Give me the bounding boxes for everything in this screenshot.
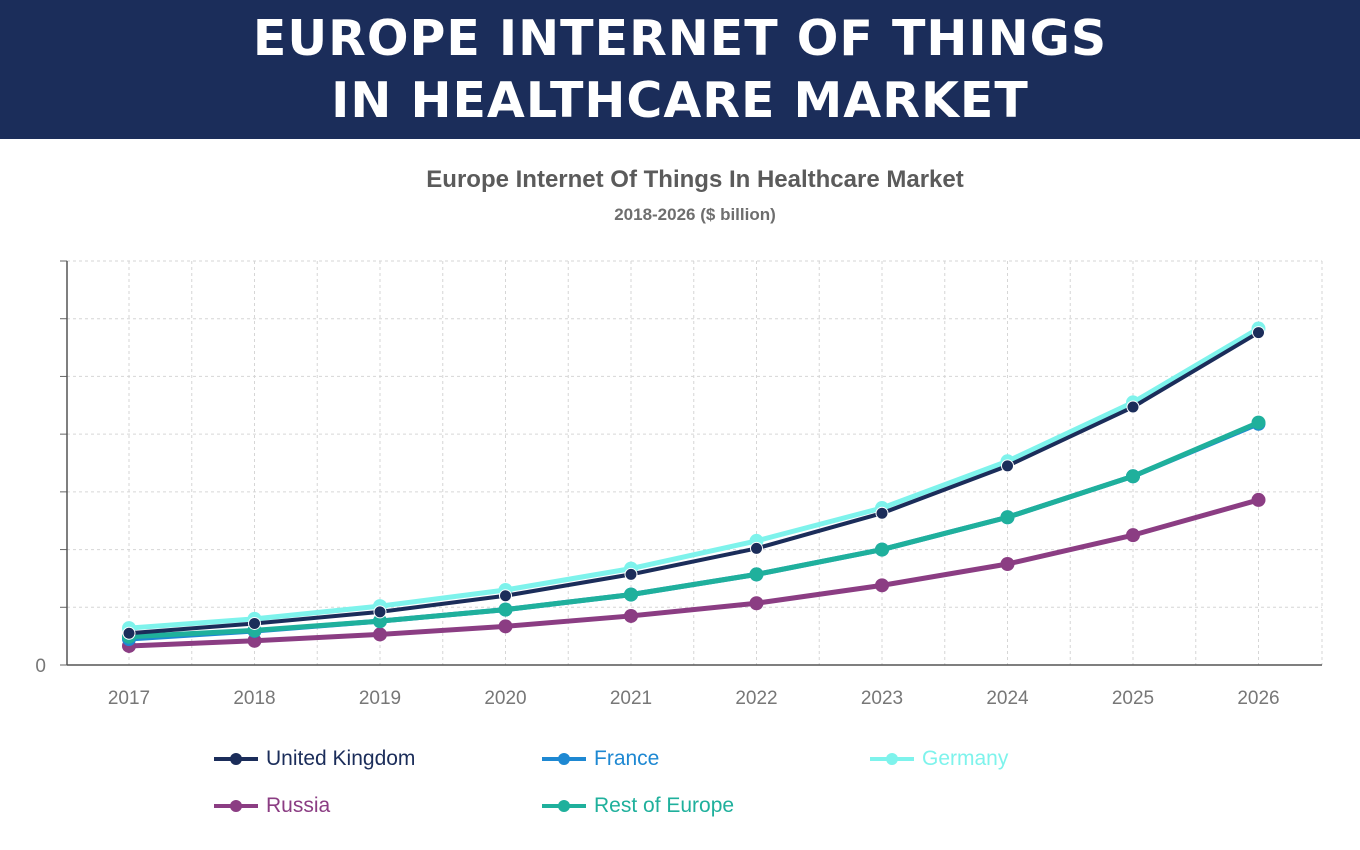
series-line-russia [126,497,1261,649]
data-point [1126,400,1140,414]
legend-label: Rest of Europe [594,794,735,817]
legend-swatch [542,749,586,769]
x-tick-label: 2017 [108,688,150,709]
legend-item[interactable]: Russia [214,794,330,818]
series-line-rest-of-europe [126,420,1261,640]
page-banner: EUROPE INTERNET OF THINGS IN HEALTHCARE … [0,0,1360,139]
x-tick-label: 2021 [610,688,652,709]
data-point [1001,459,1014,473]
data-point [122,626,136,640]
x-tick-label: 2022 [735,688,777,709]
x-tick-label: 2019 [359,688,401,709]
data-point [248,616,261,630]
x-tick-label: 2018 [233,688,275,709]
data-point [373,614,387,629]
series-line-united-kingdom [127,330,1261,636]
legend-swatch [214,749,258,769]
data-point [1251,415,1266,430]
x-tick-label: 2026 [1237,688,1279,709]
legend-item[interactable]: Germany [870,747,1008,771]
data-point [373,627,387,642]
y-tick-label: 0 [35,656,46,677]
data-point [498,619,513,634]
data-point [875,506,889,520]
x-tick-label: 2025 [1112,688,1154,709]
chart-title: Europe Internet Of Things In Healthcare … [426,166,964,193]
data-point [498,602,513,617]
data-point [1252,326,1265,340]
data-point [1126,528,1140,543]
data-point [875,578,889,593]
data-point [749,567,764,582]
data-point [247,633,262,648]
data-point [624,567,638,581]
data-point [624,608,638,623]
series-line-germany [126,326,1261,631]
legend-item[interactable]: Rest of Europe [542,794,734,818]
data-point [373,605,387,619]
page-title: EUROPE INTERNET OF THINGS IN HEALTHCARE … [252,9,1108,129]
x-tick-label: 2023 [861,688,903,709]
data-point [875,542,889,557]
legend-label: Germany [922,747,1009,770]
data-point [499,589,512,603]
data-point [749,596,764,611]
legend-swatch [870,749,914,769]
data-point [1000,510,1015,525]
legend-label: United Kingdom [266,747,416,770]
data-point [1126,469,1140,484]
data-point [1000,557,1015,571]
x-tick-label: 2024 [986,688,1029,709]
data-point [1251,492,1266,507]
legend-label: Russia [266,794,331,817]
x-tick-label: 2020 [484,688,526,709]
legend-swatch [542,796,586,816]
data-point [750,541,763,555]
chart-subtitle: 2018-2026 ($ billion) [614,205,776,224]
legend-item[interactable]: United Kingdom [214,747,415,771]
legend-label: France [594,747,660,770]
data-point [624,587,638,602]
legend-swatch [214,796,258,816]
legend-item[interactable]: France [542,747,659,771]
